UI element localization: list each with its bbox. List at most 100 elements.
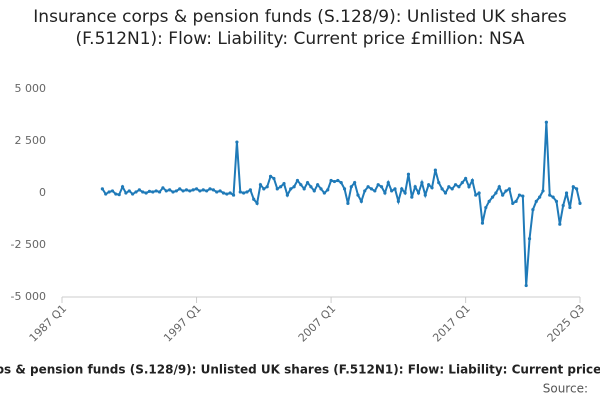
data-point (457, 185, 461, 189)
data-point (154, 189, 158, 193)
data-point (571, 185, 575, 189)
data-point (396, 199, 400, 203)
data-point (238, 190, 242, 194)
data-point (305, 181, 310, 185)
data-point (268, 174, 273, 178)
data-point (376, 183, 380, 187)
data-point (423, 193, 427, 197)
data-point (359, 199, 363, 203)
x-tick-label: 2025 Q3 (545, 302, 588, 345)
data-point (400, 187, 404, 191)
data-point (413, 185, 417, 189)
data-point (188, 189, 192, 193)
data-point (379, 185, 384, 189)
data-point (477, 191, 481, 195)
data-point (575, 187, 579, 191)
data-point (369, 187, 374, 191)
data-point (514, 199, 518, 203)
data-point (181, 189, 185, 193)
data-point (534, 199, 538, 203)
data-point (255, 201, 259, 205)
data-point (326, 188, 330, 192)
data-point (141, 190, 145, 194)
data-point (174, 189, 178, 193)
data-point (353, 181, 357, 185)
data-point (124, 191, 128, 195)
data-point (131, 192, 135, 196)
data-point (289, 187, 293, 191)
data-point (551, 195, 555, 199)
data-point (134, 190, 138, 194)
data-point (484, 205, 488, 210)
data-point (504, 189, 508, 193)
data-point (568, 205, 572, 210)
data-point (299, 183, 303, 187)
data-point (410, 195, 414, 199)
data-point (272, 176, 276, 181)
data-point (390, 189, 394, 193)
data-point (561, 203, 565, 208)
data-point (235, 140, 239, 144)
data-point (487, 199, 491, 203)
data-point (393, 187, 397, 191)
data-point (427, 183, 431, 187)
data-point (453, 183, 458, 187)
data-point (205, 189, 209, 193)
data-point (248, 188, 252, 192)
data-point (416, 191, 421, 195)
data-point (218, 189, 222, 193)
data-point (420, 181, 424, 185)
data-point (114, 192, 118, 196)
data-point (201, 188, 205, 192)
data-point (221, 191, 226, 195)
data-point (151, 190, 155, 194)
data-point (225, 192, 229, 196)
data-point (245, 190, 249, 194)
data-point (548, 193, 552, 197)
data-point (178, 187, 182, 191)
data-point (386, 181, 390, 185)
data-point (107, 190, 111, 194)
data-point (366, 185, 370, 189)
data-point (309, 185, 313, 189)
data-point (295, 178, 300, 183)
data-point (544, 120, 548, 124)
data-point (275, 187, 279, 191)
data-point (319, 187, 323, 191)
data-point (242, 191, 246, 195)
x-tick-label: 1997 Q1 (161, 302, 204, 345)
data-point (302, 187, 306, 191)
data-point (363, 189, 367, 193)
data-point (104, 192, 108, 196)
y-tick-label: -5 000 (11, 290, 46, 303)
data-point (312, 189, 316, 193)
data-point (161, 186, 165, 190)
data-point (346, 201, 350, 205)
data-point (433, 168, 437, 172)
data-point (322, 191, 326, 195)
data-point (127, 189, 131, 193)
y-tick-label: 0 (39, 186, 46, 199)
data-point (558, 222, 562, 226)
data-point (440, 187, 444, 191)
data-point (524, 283, 528, 288)
data-point (531, 208, 535, 212)
data-point (336, 178, 340, 183)
data-point (356, 193, 360, 197)
data-point (538, 195, 542, 199)
data-point (450, 187, 454, 191)
data-point (332, 179, 337, 184)
data-point (470, 178, 474, 183)
data-point (578, 201, 582, 205)
data-point (517, 193, 522, 197)
y-tick-label: 5 000 (15, 82, 47, 95)
data-point (564, 191, 569, 195)
data-point (191, 188, 195, 192)
data-point (460, 181, 464, 185)
footer-title: Insurance corps & pension funds (S.128/9… (0, 363, 600, 377)
data-point (228, 191, 232, 195)
data-point (211, 188, 215, 192)
data-point (511, 201, 515, 205)
data-point (252, 197, 256, 201)
data-point (467, 185, 471, 189)
